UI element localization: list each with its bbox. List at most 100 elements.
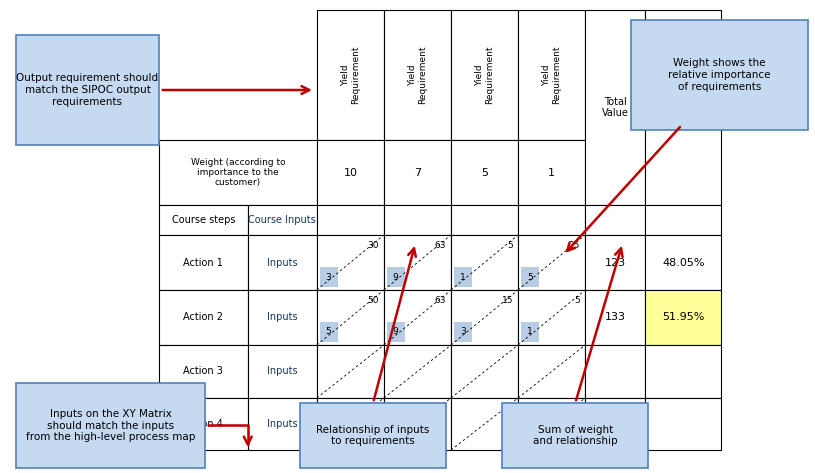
Text: Yield
Requirement: Yield Requirement: [408, 46, 427, 104]
FancyBboxPatch shape: [631, 20, 808, 130]
Bar: [159, 290, 248, 345]
Bar: [585, 235, 645, 290]
Bar: [454, 322, 472, 342]
Text: Yield
Requirement: Yield Requirement: [341, 46, 360, 104]
Text: 5: 5: [326, 327, 332, 336]
Text: 48.05%: 48.05%: [662, 257, 704, 268]
Text: 30: 30: [368, 241, 379, 250]
Text: Total
Value
Percentage: Total Value Percentage: [656, 91, 711, 124]
Bar: [317, 140, 384, 205]
Bar: [645, 205, 721, 235]
Bar: [317, 290, 384, 345]
Bar: [384, 290, 451, 345]
Bar: [387, 322, 404, 342]
Text: 10: 10: [343, 167, 357, 177]
Bar: [248, 290, 317, 345]
Bar: [384, 205, 451, 235]
FancyBboxPatch shape: [300, 403, 446, 468]
Bar: [585, 205, 645, 235]
Bar: [248, 205, 317, 235]
Text: 123: 123: [605, 257, 626, 268]
Bar: [159, 140, 317, 205]
Text: Yield
Requirement: Yield Requirement: [542, 46, 562, 104]
Text: 15: 15: [501, 296, 513, 305]
Text: 1: 1: [527, 327, 533, 336]
Bar: [384, 10, 451, 140]
Text: Weight shows the
relative importance
of requirements: Weight shows the relative importance of …: [668, 58, 770, 92]
Text: 1: 1: [460, 272, 465, 281]
Text: 5: 5: [575, 296, 580, 305]
Bar: [518, 205, 585, 235]
Bar: [518, 290, 585, 345]
Bar: [159, 235, 248, 290]
Text: 7: 7: [414, 167, 421, 177]
Text: 9: 9: [393, 327, 399, 336]
Bar: [248, 235, 317, 290]
Bar: [645, 290, 721, 345]
Bar: [518, 140, 585, 205]
Text: Sum of weight
and relationship: Sum of weight and relationship: [533, 425, 618, 447]
Text: 51.95%: 51.95%: [662, 313, 704, 323]
Text: Action 4: Action 4: [183, 419, 223, 429]
Text: Inputs: Inputs: [267, 257, 297, 268]
Text: 5: 5: [508, 241, 513, 250]
Bar: [585, 290, 645, 345]
Bar: [585, 345, 645, 398]
Text: Output requirement should
match the SIPOC output
requirements: Output requirement should match the SIPO…: [16, 73, 158, 106]
Bar: [159, 345, 248, 398]
Bar: [159, 205, 248, 235]
Text: Action 3: Action 3: [183, 367, 223, 377]
Bar: [454, 267, 472, 287]
Bar: [317, 205, 384, 235]
Text: 9: 9: [393, 272, 399, 281]
Text: 63: 63: [434, 241, 446, 250]
Bar: [317, 398, 384, 450]
Text: 3: 3: [460, 327, 465, 336]
Text: 5: 5: [481, 167, 488, 177]
Bar: [317, 10, 384, 140]
Bar: [451, 205, 518, 235]
Text: 5: 5: [527, 272, 533, 281]
Bar: [248, 345, 317, 398]
Bar: [451, 345, 518, 398]
FancyBboxPatch shape: [502, 403, 648, 468]
Bar: [521, 267, 539, 287]
Text: 1: 1: [548, 167, 555, 177]
Bar: [384, 398, 451, 450]
Bar: [384, 235, 451, 290]
Bar: [518, 235, 585, 290]
Text: Inputs: Inputs: [267, 419, 297, 429]
Bar: [451, 398, 518, 450]
Bar: [645, 345, 721, 398]
Bar: [585, 10, 645, 205]
Bar: [317, 235, 384, 290]
Bar: [384, 140, 451, 205]
Text: Course steps: Course steps: [172, 215, 235, 225]
Bar: [451, 290, 518, 345]
Bar: [319, 322, 337, 342]
Bar: [645, 398, 721, 450]
Text: Course Inputs: Course Inputs: [249, 215, 316, 225]
Bar: [387, 267, 404, 287]
FancyBboxPatch shape: [16, 35, 159, 145]
Bar: [518, 10, 585, 140]
Bar: [451, 140, 518, 205]
Text: 3: 3: [326, 272, 332, 281]
Text: 63: 63: [434, 296, 446, 305]
Bar: [451, 235, 518, 290]
Bar: [518, 345, 585, 398]
FancyBboxPatch shape: [16, 383, 205, 468]
Text: Total
Value: Total Value: [601, 96, 628, 118]
Bar: [518, 398, 585, 450]
Bar: [645, 10, 721, 205]
Bar: [317, 345, 384, 398]
Bar: [645, 235, 721, 290]
Text: 133: 133: [605, 313, 626, 323]
Text: Inputs: Inputs: [267, 367, 297, 377]
Text: 25: 25: [569, 241, 580, 250]
Bar: [159, 398, 248, 450]
Bar: [248, 398, 317, 450]
Bar: [585, 398, 645, 450]
Bar: [451, 10, 518, 140]
Text: Yield
Requirement: Yield Requirement: [475, 46, 494, 104]
